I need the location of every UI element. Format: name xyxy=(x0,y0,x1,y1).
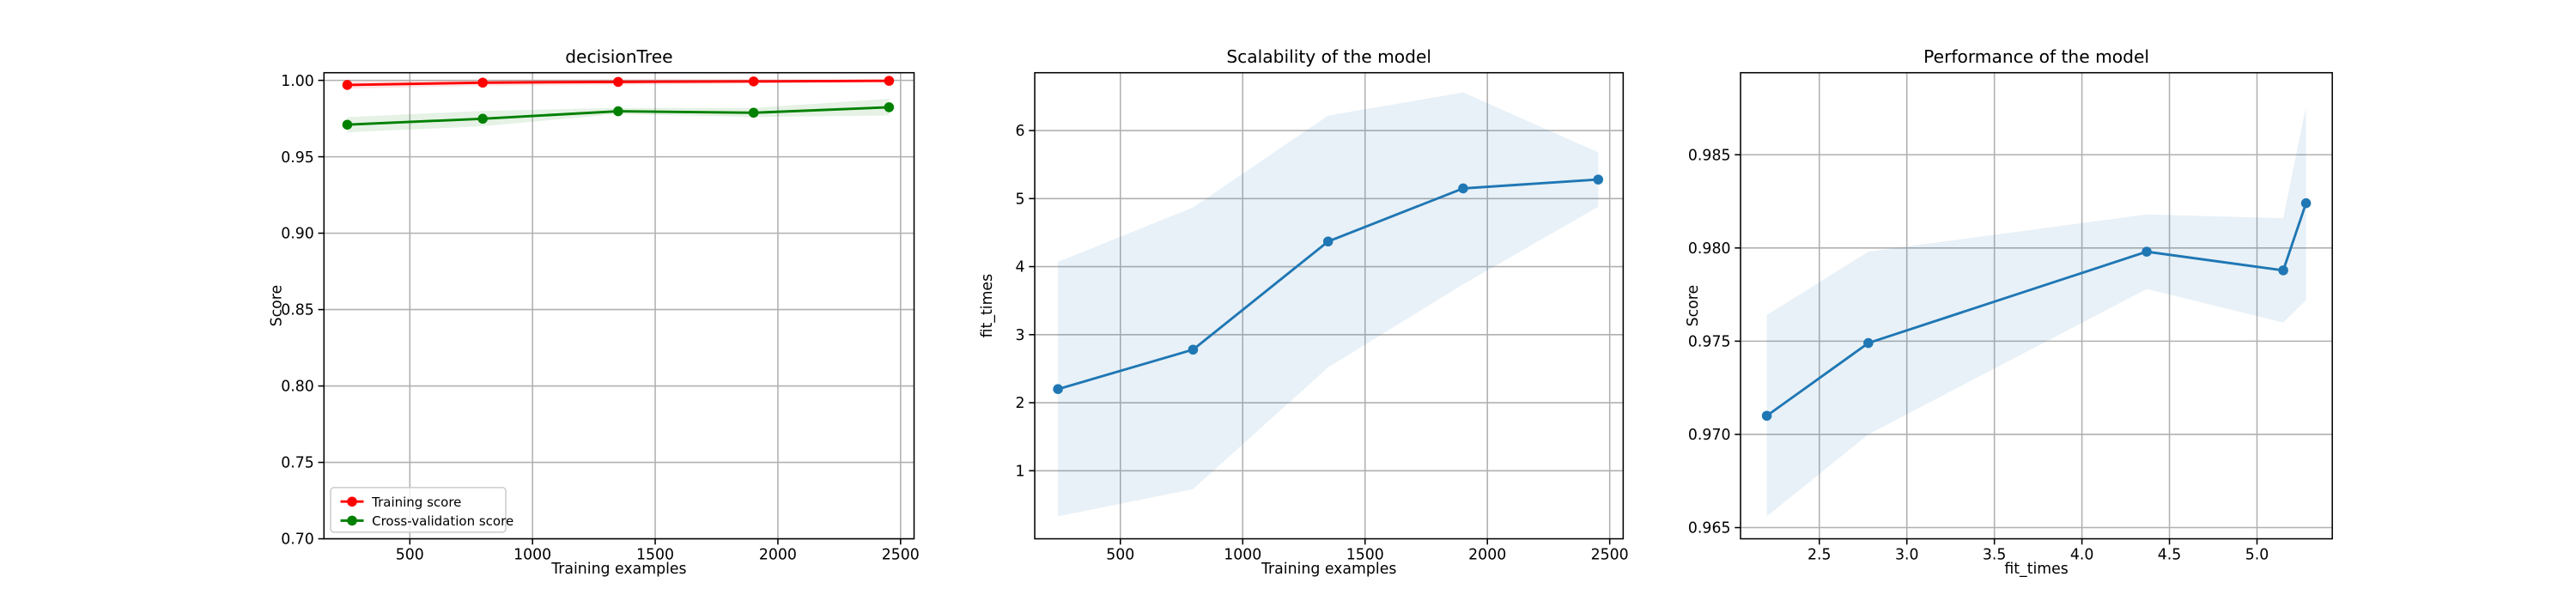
chart-title: decisionTree xyxy=(565,46,672,67)
data-point xyxy=(1863,337,1874,349)
y-tick-label: 1 xyxy=(1015,463,1024,480)
data-point xyxy=(613,106,623,117)
x-tick-label: 4.5 xyxy=(2158,547,2182,564)
panel-scalability: Scalability of the model Training exampl… xyxy=(979,46,1629,578)
data-point xyxy=(477,77,488,88)
x-axis-label: Training examples xyxy=(1261,561,1396,578)
x-tick-label: 2500 xyxy=(882,547,920,564)
data-point xyxy=(2278,265,2288,276)
axis-ticks: 2.5 3.0 3.5 4.0 4.5 5.0 0.965 0.970 0.975 0.980 0.… xyxy=(1688,147,2269,563)
y-tick-label: 0.985 xyxy=(1688,147,1731,164)
y-axis-label: fit_times xyxy=(979,274,996,337)
y-tick-label: 3 xyxy=(1015,327,1024,344)
data-point xyxy=(342,119,353,130)
y-tick-label: 0.85 xyxy=(281,302,314,319)
grid xyxy=(1035,72,1624,539)
data-point xyxy=(2142,246,2152,257)
y-axis-label: Score xyxy=(1685,285,1702,327)
y-tick-label: 0.80 xyxy=(281,379,314,396)
confidence-bands xyxy=(1766,106,2306,517)
y-tick-label: 0.95 xyxy=(281,149,314,167)
data-points xyxy=(342,76,895,130)
data-point xyxy=(1188,344,1199,355)
x-tick-label: 3.0 xyxy=(1895,547,1919,564)
data-point xyxy=(613,76,623,88)
data-point xyxy=(477,113,488,124)
y-tick-label: 0.75 xyxy=(281,455,314,472)
panel-decision-tree: decisionTree Training examples Score 500… xyxy=(268,46,920,578)
data-point xyxy=(342,80,353,90)
y-tick-label: 0.90 xyxy=(281,226,314,243)
x-tick-label: 4.0 xyxy=(2070,547,2094,564)
y-tick-label: 0.965 xyxy=(1688,520,1731,537)
y-axis-label: Score xyxy=(268,285,285,327)
data-points xyxy=(1761,197,2312,422)
x-axis-label: Training examples xyxy=(550,561,686,578)
chart-title: Performance of the model xyxy=(1923,46,2149,67)
data-point xyxy=(748,76,759,87)
confidence-band xyxy=(1058,92,1599,517)
legend-label: Training score xyxy=(371,495,461,510)
x-axis-label: fit_times xyxy=(2004,561,2068,578)
data-point xyxy=(1761,410,1772,422)
x-tick-label: 2500 xyxy=(1591,547,1629,564)
y-tick-label: 5 xyxy=(1015,191,1024,208)
data-point xyxy=(884,102,895,112)
y-tick-label: 4 xyxy=(1015,259,1024,276)
x-tick-label: 5.0 xyxy=(2245,547,2269,564)
x-tick-label: 2.5 xyxy=(1807,547,1832,564)
y-tick-label: 2 xyxy=(1015,395,1024,412)
legend-marker xyxy=(347,515,357,526)
data-point xyxy=(1458,183,1468,194)
x-tick-label: 1000 xyxy=(1224,547,1261,564)
plot-frame xyxy=(1034,71,1625,540)
x-tick-label: 1500 xyxy=(1346,547,1384,564)
y-tick-label: 6 xyxy=(1015,123,1024,140)
plot-frame xyxy=(323,71,915,540)
axis-ticks: 500 1000 1500 2000 2500 1 2 3 4 5 6 xyxy=(1015,123,1628,563)
y-tick-label: 0.980 xyxy=(1688,240,1731,258)
axis-ticks: 500 1000 1500 2000 2500 0.70 0.75 0.80 0.85 0.90 0… xyxy=(281,73,920,564)
x-tick-label: 3.5 xyxy=(1983,547,2007,564)
data-point xyxy=(1593,174,1604,185)
confidence-band xyxy=(347,98,890,133)
data-point xyxy=(884,76,895,86)
y-tick-label: 0.70 xyxy=(281,531,314,549)
x-tick-label: 500 xyxy=(396,547,424,564)
grid xyxy=(324,72,914,540)
x-tick-label: 2000 xyxy=(759,547,797,564)
x-tick-label: 2000 xyxy=(1468,547,1506,564)
legend-box xyxy=(330,487,507,533)
confidence-bands xyxy=(1058,92,1599,517)
y-tick-label: 0.975 xyxy=(1688,334,1731,351)
plot-frame xyxy=(1740,71,2333,540)
y-tick-label: 1.00 xyxy=(281,73,314,90)
legend-label: Cross-validation score xyxy=(372,513,513,529)
legend-marker xyxy=(347,496,357,507)
legend-entry-cross-validation: Cross-validation score xyxy=(340,513,513,529)
data-point xyxy=(1322,236,1334,247)
data-points xyxy=(1053,174,1604,394)
legend: Training score Cross-validation score xyxy=(330,487,513,533)
data-point xyxy=(748,107,759,118)
grid xyxy=(1741,72,2333,539)
y-tick-label: 0.970 xyxy=(1688,427,1731,444)
chart-title: Scalability of the model xyxy=(1226,46,1431,67)
x-tick-label: 500 xyxy=(1106,547,1134,564)
data-point xyxy=(1053,384,1063,394)
data-point xyxy=(2300,197,2312,209)
confidence-band xyxy=(1766,106,2306,517)
legend-entry-training: Training score xyxy=(340,495,461,510)
panel-performance: Performance of the model fit_times Score… xyxy=(1685,46,2333,578)
x-tick-label: 1000 xyxy=(513,547,551,564)
x-tick-label: 1500 xyxy=(636,547,674,564)
